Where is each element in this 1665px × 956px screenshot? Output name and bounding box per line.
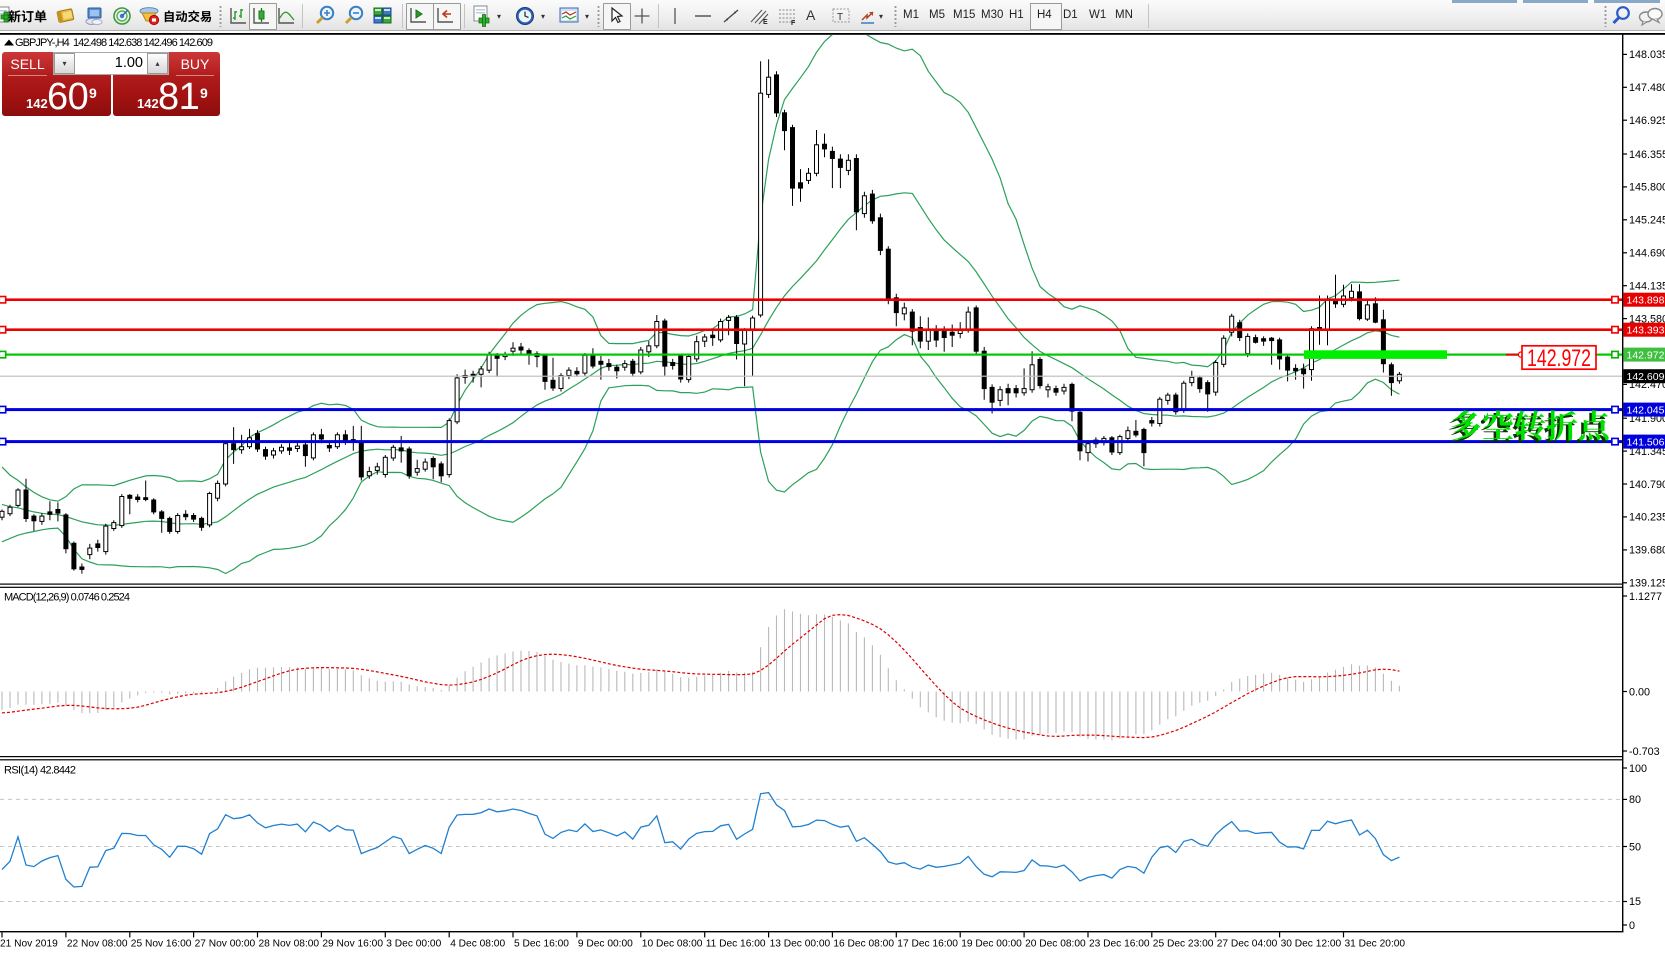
svg-text:16 Dec 08:00: 16 Dec 08:00 <box>833 939 894 950</box>
svg-text:23 Dec 16:00: 23 Dec 16:00 <box>1089 939 1150 950</box>
svg-text:3 Dec 00:00: 3 Dec 00:00 <box>386 939 441 950</box>
svg-text:142.045: 142.045 <box>1627 405 1665 417</box>
svg-text:22 Nov 08:00: 22 Nov 08:00 <box>67 939 128 950</box>
svg-text:142.972: 142.972 <box>1627 350 1665 362</box>
svg-text:144.690: 144.690 <box>1629 248 1665 260</box>
svg-text:100: 100 <box>1629 763 1647 775</box>
svg-text:142.972: 142.972 <box>1527 345 1591 372</box>
svg-text:31 Dec 20:00: 31 Dec 20:00 <box>1345 939 1406 950</box>
svg-text:0: 0 <box>1629 920 1635 932</box>
svg-text:5 Dec 16:00: 5 Dec 16:00 <box>514 939 569 950</box>
svg-text:141.506: 141.506 <box>1627 437 1665 449</box>
svg-text:144.135: 144.135 <box>1629 281 1665 293</box>
svg-text:MACD(12,26,9) 0.0746 0.2524: MACD(12,26,9) 0.0746 0.2524 <box>4 592 130 604</box>
svg-text:28 Nov 08:00: 28 Nov 08:00 <box>259 939 320 950</box>
svg-text:30 Dec 12:00: 30 Dec 12:00 <box>1281 939 1342 950</box>
svg-text:GBPJPY-,H4 142.498 142.638 14: GBPJPY-,H4 142.498 142.638 142.496 142.6… <box>15 37 213 49</box>
svg-text:4 Dec 08:00: 4 Dec 08:00 <box>450 939 505 950</box>
svg-text:29 Nov 16:00: 29 Nov 16:00 <box>322 939 383 950</box>
svg-text:142.609: 142.609 <box>1627 371 1665 383</box>
svg-text:27 Nov 00:00: 27 Nov 00:00 <box>195 939 256 950</box>
svg-text:140.790: 140.790 <box>1629 479 1665 491</box>
svg-text:13 Dec 00:00: 13 Dec 00:00 <box>770 939 831 950</box>
svg-text:15: 15 <box>1629 896 1641 908</box>
svg-text:50: 50 <box>1629 841 1641 853</box>
svg-text:145.800: 145.800 <box>1629 182 1665 194</box>
svg-text:141.345: 141.345 <box>1629 446 1665 458</box>
svg-text:T: T <box>837 12 843 23</box>
svg-text:E: E <box>763 19 768 26</box>
svg-text:-0.703: -0.703 <box>1629 746 1660 758</box>
svg-text:21 Nov 2019: 21 Nov 2019 <box>0 939 58 950</box>
svg-text:139.125: 139.125 <box>1629 578 1665 590</box>
svg-text:9 Dec 00:00: 9 Dec 00:00 <box>578 939 633 950</box>
svg-text:147.480: 147.480 <box>1629 82 1665 94</box>
svg-text:146.925: 146.925 <box>1629 115 1665 127</box>
svg-text:145.245: 145.245 <box>1629 215 1665 227</box>
svg-text:17 Dec 16:00: 17 Dec 16:00 <box>897 939 958 950</box>
svg-text:148.035: 148.035 <box>1629 49 1665 61</box>
svg-text:139.680: 139.680 <box>1629 545 1665 557</box>
svg-text:25 Nov 16:00: 25 Nov 16:00 <box>131 939 192 950</box>
svg-text:146.355: 146.355 <box>1629 149 1665 161</box>
svg-text:25 Dec 23:00: 25 Dec 23:00 <box>1153 939 1214 950</box>
svg-text:10 Dec 08:00: 10 Dec 08:00 <box>642 939 703 950</box>
svg-text:80: 80 <box>1629 794 1641 806</box>
svg-text:1.1277: 1.1277 <box>1629 591 1662 603</box>
svg-text:20 Dec 08:00: 20 Dec 08:00 <box>1025 939 1086 950</box>
svg-text:RSI(14) 42.8442: RSI(14) 42.8442 <box>4 765 76 777</box>
svg-text:11 Dec 16:00: 11 Dec 16:00 <box>706 939 766 950</box>
svg-text:143.393: 143.393 <box>1627 325 1665 337</box>
svg-text:143.580: 143.580 <box>1629 313 1665 325</box>
svg-text:143.898: 143.898 <box>1627 295 1665 307</box>
svg-text:0.00: 0.00 <box>1629 686 1650 698</box>
svg-text:F: F <box>791 20 796 26</box>
svg-text:27 Dec 04:00: 27 Dec 04:00 <box>1217 939 1278 950</box>
svg-text:19 Dec 00:00: 19 Dec 00:00 <box>961 939 1022 950</box>
svg-text:140.235: 140.235 <box>1629 512 1665 524</box>
